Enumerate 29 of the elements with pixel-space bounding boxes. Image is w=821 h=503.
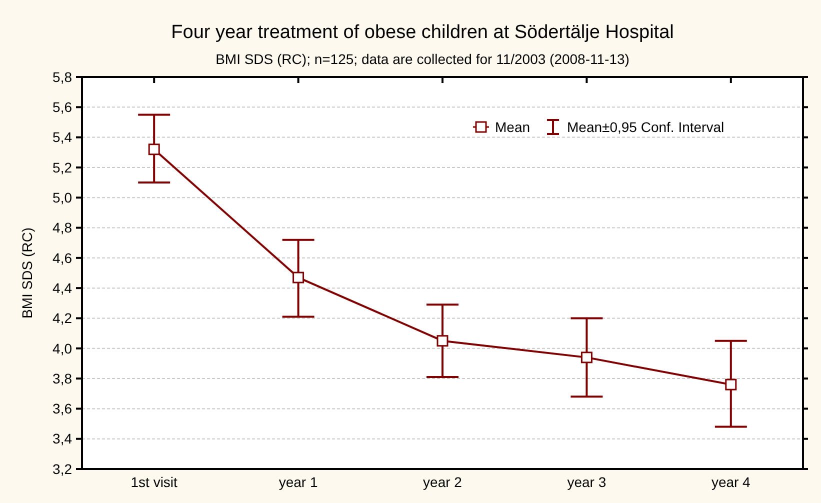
y-tick-label: 4,8 [52,220,72,236]
y-tick-label: 4,6 [52,250,72,266]
y-tick-label: 5,0 [52,190,72,206]
y-tick-label: 3,6 [52,400,72,417]
x-tick-label: year 4 [711,474,751,490]
chart-subtitle: BMI SDS (RC); n=125; data are collected for 11/2003 (2008-11-13) [216,51,630,67]
y-tick-label: 4,0 [52,340,72,356]
y-axis-title: BMI SDS (RC) [19,228,35,318]
x-tick-label: year 1 [278,474,318,490]
y-tick-label: 5,4 [52,129,72,146]
legend-label: Mean [495,118,530,135]
chart-title: Four year treatment of obese children at Södertälje Hospital [171,22,674,43]
annotation: Mean±0,95 Conf. Interval [567,118,724,135]
point [292,272,304,284]
x-tick-label: year 3 [567,474,606,490]
point [725,378,737,390]
x-tick-label: 1st visit [130,474,178,490]
y-tick-label: 3,8 [52,370,72,386]
y-tick-label: 3,4 [52,430,72,447]
y-tick-label: 4,4 [52,280,72,296]
y-tick-label: 5,8 [52,68,72,85]
y-tick-label: 5,6 [52,99,72,116]
x-tick-label: year 2 [423,474,462,490]
point [148,144,160,156]
point [580,352,592,364]
y-tick-label: 5,2 [52,159,72,176]
y-tick-label: 4,2 [52,310,72,326]
point [436,335,448,347]
y-tick-label: 3,2 [52,460,72,477]
